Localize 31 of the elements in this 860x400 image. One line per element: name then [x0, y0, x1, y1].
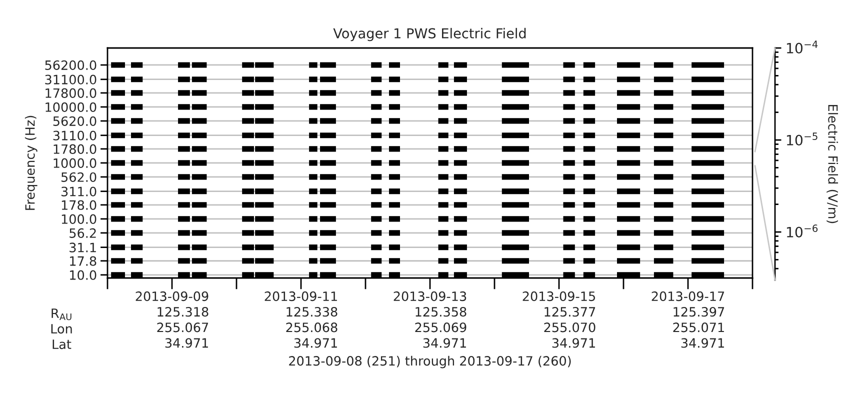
y-tick-label: 10000.0 [46, 102, 96, 112]
y-tick-label: 5620.0 [53, 116, 96, 126]
y-tick-label: 562.0 [61, 172, 96, 182]
y-tick-label: 31.1 [70, 242, 96, 252]
x-tick-label: 2013-09-09 125.318 255.067 34.971 [136, 291, 208, 348]
y-tick-label: 311.0 [61, 186, 96, 196]
x-tick-label: 2013-09-11 125.338 255.068 34.971 [264, 291, 338, 348]
y-tick-label: 56200.0 [45, 60, 96, 70]
y-tick-label: 1000.0 [54, 158, 96, 168]
x-tick-label: 2013-09-13 125.358 255.069 34.971 [394, 291, 466, 348]
y-tick-label: 100.0 [62, 214, 96, 224]
x-tick-label: 2013-09-15 125.377 255.070 34.971 [522, 291, 596, 348]
text: 10$^{−4}$ [786, 40, 818, 54]
y-tick-label: 10.0 [70, 270, 96, 280]
text: Lat [52, 340, 72, 350]
x-axis-title: 2013-09-08 (251) through 2013-09-17 (260) [289, 356, 571, 368]
y-tick-label: 17.8 [70, 256, 96, 266]
y-tick-label: 17800.0 [46, 88, 96, 98]
text: Lon [51, 324, 72, 334]
y-tick-label: 178.0 [62, 200, 96, 210]
y-axis-title: Frequency (Hz) [24, 116, 38, 210]
y-tick-label: 1780.0 [54, 144, 96, 154]
y-tick-label: 31100.0 [45, 74, 96, 84]
chart-title: Voyager 1 PWS Electric Field [333, 28, 526, 42]
x-tick-label: 2013-09-17 125.397 255.071 34.971 [652, 291, 724, 348]
y-tick-label: 3110.0 [53, 130, 96, 140]
text: 10$^{−6}$ [786, 224, 818, 238]
y-tick-label: 56.2 [70, 228, 96, 238]
text: R$_{AU}$ [52, 308, 72, 320]
text: 10$^{−5}$ [786, 132, 818, 146]
text: Electric Field (V/m) [826, 105, 838, 224]
